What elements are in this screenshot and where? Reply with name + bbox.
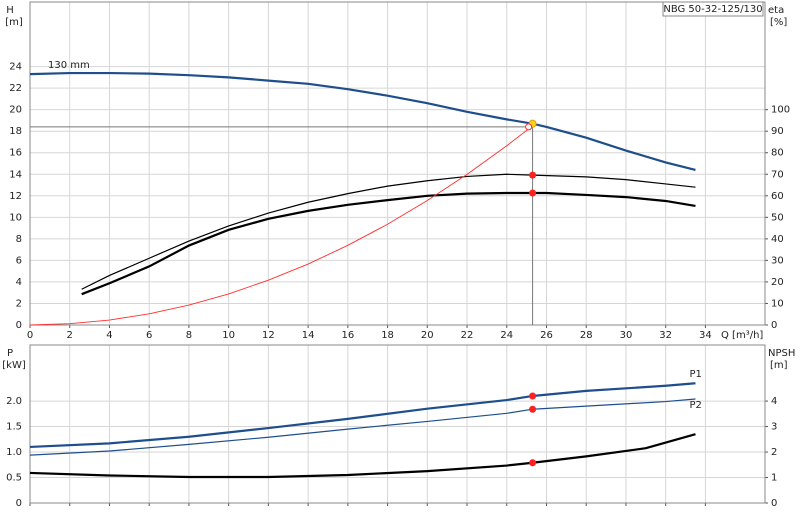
y-tick-label: 6	[16, 255, 22, 266]
y2-tick-label: 50	[771, 212, 784, 223]
x-tick-label: 14	[302, 330, 315, 341]
x-tick-label: 6	[146, 330, 152, 341]
curve-label: P2	[689, 400, 701, 411]
y-tick-label: 1.5	[6, 422, 22, 433]
x-tick-label: 2	[67, 330, 73, 341]
y-tick-label: 0	[16, 498, 22, 509]
curve	[81, 173, 696, 290]
y2-tick-label: 2	[771, 447, 777, 458]
y2-tick-label: 60	[771, 191, 784, 202]
y-tick-label: 22	[9, 83, 22, 94]
x-tick-label: 24	[500, 330, 513, 341]
curve	[29, 125, 533, 326]
y2-tick-label: 0	[771, 498, 777, 509]
curve-label: P1	[689, 369, 701, 380]
y2-tick-label: 1	[771, 473, 777, 484]
y-tick-label: 0	[16, 320, 22, 331]
y2-tick-label: 20	[771, 277, 784, 288]
y-tick-label: 8	[16, 234, 22, 245]
y-tick-label: 20	[9, 105, 22, 116]
x-tick-label: 20	[421, 330, 434, 341]
duty-point	[529, 405, 537, 413]
y-axis-label: H	[6, 5, 14, 16]
x-tick-label: 22	[461, 330, 474, 341]
y-tick-label: 14	[9, 169, 22, 180]
y-tick-label: 2.0	[6, 396, 22, 407]
y2-axis-unit: [%]	[770, 17, 787, 28]
curve	[29, 398, 696, 456]
chart-title: NBG 50-32-125/130	[663, 4, 762, 15]
x-tick-label: 32	[659, 330, 672, 341]
y2-tick-label: 70	[771, 169, 784, 180]
x-axis-label: Q [m³/h]	[721, 330, 763, 341]
y-tick-label: 1.0	[6, 447, 22, 458]
y-axis-unit: [kW]	[2, 360, 26, 371]
y-tick-label: 0.5	[6, 473, 22, 484]
y-tick-label: 2	[16, 298, 22, 309]
y2-tick-label: 90	[771, 126, 784, 137]
y2-axis-label: eta	[768, 5, 784, 16]
duty-point	[529, 189, 537, 197]
y2-axis-unit: [m]	[770, 360, 788, 371]
y-tick-label: 16	[9, 148, 22, 159]
y2-tick-label: 3	[771, 422, 777, 433]
y2-axis-label: NPSH	[768, 348, 795, 359]
x-tick-label: 26	[540, 330, 553, 341]
x-tick-label: 12	[262, 330, 275, 341]
y-tick-label: 24	[9, 62, 22, 73]
x-tick-label: 34	[699, 330, 712, 341]
duty-point	[529, 171, 537, 179]
y2-tick-label: 0	[771, 320, 777, 331]
x-tick-label: 10	[222, 330, 235, 341]
y2-tick-label: 40	[771, 234, 784, 245]
y-axis-unit: [m]	[5, 17, 23, 28]
plot-frame	[29, 1, 766, 326]
x-tick-label: 4	[106, 330, 112, 341]
x-tick-label: 16	[341, 330, 354, 341]
x-tick-label: 0	[27, 330, 33, 341]
curve	[81, 191, 696, 296]
duty-point	[529, 392, 537, 400]
curve	[29, 433, 696, 479]
x-tick-label: 30	[620, 330, 633, 341]
y2-tick-label: 100	[771, 105, 790, 116]
y-tick-label: 10	[9, 212, 22, 223]
y-tick-label: 4	[16, 277, 22, 288]
x-tick-label: 8	[186, 330, 192, 341]
x-tick-label: 28	[580, 330, 593, 341]
x-tick-label: 18	[381, 330, 394, 341]
curve	[29, 382, 696, 449]
y2-tick-label: 4	[771, 396, 777, 407]
duty-point	[525, 123, 533, 131]
duty-point	[529, 459, 537, 467]
y2-tick-label: 30	[771, 255, 784, 266]
title-box	[662, 1, 764, 17]
curve-label: 130 mm	[48, 60, 90, 71]
y-tick-label: 12	[9, 191, 22, 202]
y-axis-label: P	[7, 348, 13, 359]
y2-tick-label: 80	[771, 148, 784, 159]
y-tick-label: 18	[9, 126, 22, 137]
plot-frame	[29, 344, 766, 504]
y2-tick-label: 10	[771, 298, 784, 309]
curve	[29, 71, 696, 172]
